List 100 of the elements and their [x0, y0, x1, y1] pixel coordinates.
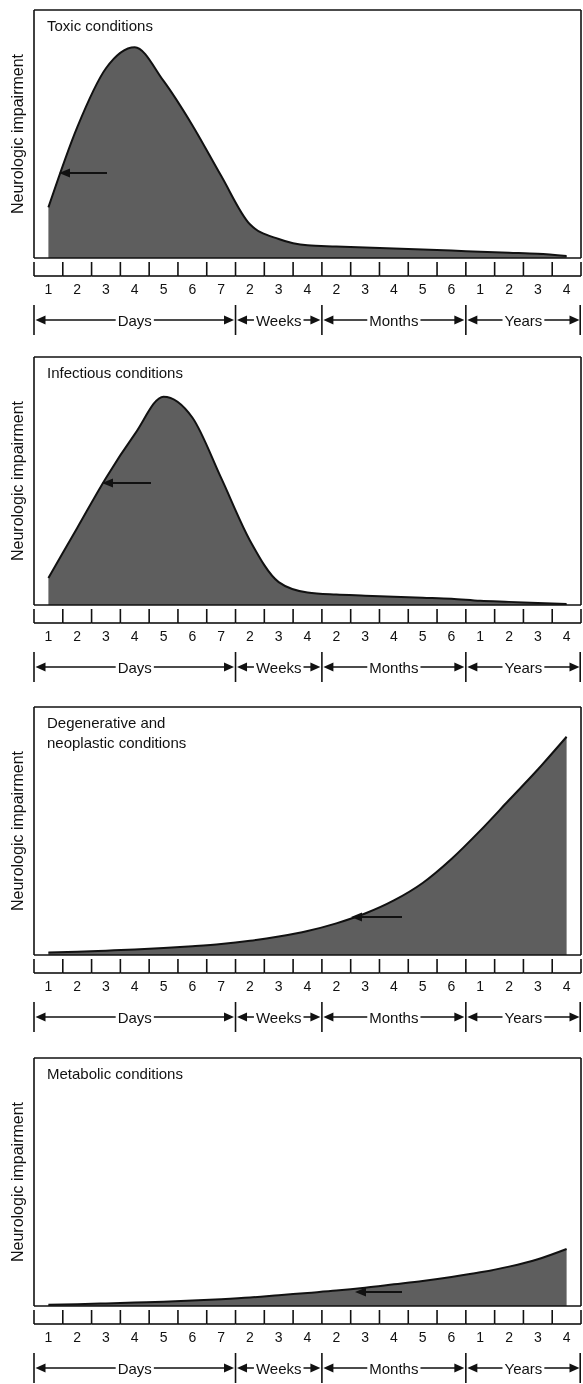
x-tick-label: 4: [130, 978, 139, 994]
text: Days: [117, 1359, 152, 1377]
x-tick-label: 1: [476, 978, 485, 994]
x-tick-label: 2: [73, 1329, 82, 1345]
x-tick-label: 2: [505, 281, 514, 297]
x-tick-label: 4: [130, 628, 139, 644]
x-tick-label: 6: [188, 978, 197, 994]
x-tick-label: 4: [389, 1329, 398, 1345]
x-tick-label: 5: [418, 978, 427, 994]
x-tick-label: 1: [44, 978, 53, 994]
chart-title: Degenerative and neoplastic conditions: [47, 713, 188, 753]
x-tick-label: 1: [44, 628, 53, 644]
x-tick-label: 2: [246, 281, 255, 297]
x-tick-label: 3: [102, 628, 111, 644]
x-tick-label: 3: [361, 1329, 370, 1345]
x-tick-label: 6: [447, 978, 456, 994]
text: Days: [117, 1008, 152, 1026]
x-tick-label: 5: [159, 1329, 168, 1345]
x-tick-label: 6: [447, 1329, 456, 1345]
chart-title: Metabolic conditions: [47, 1064, 183, 1084]
x-tick-label: 2: [73, 628, 82, 644]
text: Years: [504, 1008, 543, 1026]
x-tick-label: 5: [418, 281, 427, 297]
x-tick-label: 2: [332, 1329, 341, 1345]
text: Weeks: [255, 1359, 302, 1377]
text: Months: [369, 1008, 419, 1026]
x-tick-label: 7: [217, 628, 226, 644]
x-tick-label: 6: [188, 628, 197, 644]
x-tick-label: 3: [102, 281, 111, 297]
x-tick-label: 4: [130, 281, 139, 297]
text: Days: [117, 311, 152, 329]
x-tick-label: 3: [361, 628, 370, 644]
x-tick-label: 4: [562, 1329, 571, 1345]
x-tick-label: 2: [332, 281, 341, 297]
x-tick-label: 4: [562, 978, 571, 994]
x-tick-label: 4: [389, 978, 398, 994]
x-tick-label: 3: [274, 978, 283, 994]
x-tick-label: 7: [217, 978, 226, 994]
text: Months: [369, 1359, 419, 1377]
x-tick-label: 6: [447, 628, 456, 644]
x-tick-label: 4: [130, 1329, 139, 1345]
x-tick-label: 4: [562, 628, 571, 644]
x-tick-label: 3: [533, 1329, 542, 1345]
x-tick-label: 6: [447, 281, 456, 297]
x-tick-label: 4: [562, 281, 571, 297]
x-tick-label: 2: [332, 978, 341, 994]
x-tick-label: 2: [332, 628, 341, 644]
x-tick-label: 2: [505, 628, 514, 644]
x-tick-label: 1: [44, 1329, 53, 1345]
x-tick-label: 3: [274, 628, 283, 644]
x-tick-label: 5: [159, 628, 168, 644]
y-axis-title: Neurologic impairment: [8, 400, 26, 562]
x-tick-label: 4: [303, 978, 312, 994]
x-tick-label: 1: [476, 1329, 485, 1345]
text: Years: [504, 1359, 543, 1377]
x-tick-label: 4: [303, 281, 312, 297]
y-axis-title: Neurologic impairment: [8, 1101, 26, 1263]
x-tick-label: 3: [102, 978, 111, 994]
text: Years: [504, 311, 543, 329]
text: Months: [369, 311, 419, 329]
x-tick-label: 3: [274, 281, 283, 297]
x-tick-label: 7: [217, 1329, 226, 1345]
text: Weeks: [255, 1008, 302, 1026]
y-axis-title: Neurologic impairment: [8, 53, 26, 215]
x-tick-label: 1: [476, 628, 485, 644]
y-axis-title: Neurologic impairment: [8, 750, 26, 912]
x-tick-label: 2: [73, 281, 82, 297]
x-tick-label: 3: [274, 1329, 283, 1345]
x-tick-label: 5: [418, 1329, 427, 1345]
x-tick-label: 3: [361, 281, 370, 297]
x-tick-label: 6: [188, 281, 197, 297]
x-tick-label: 3: [533, 281, 542, 297]
text: Days: [117, 658, 152, 676]
x-tick-label: 3: [533, 978, 542, 994]
x-tick-label: 4: [389, 628, 398, 644]
x-tick-label: 2: [246, 1329, 255, 1345]
x-tick-label: 2: [246, 628, 255, 644]
x-tick-label: 3: [102, 1329, 111, 1345]
x-tick-label: 3: [533, 628, 542, 644]
x-tick-label: 7: [217, 281, 226, 297]
x-tick-label: 4: [303, 628, 312, 644]
x-tick-label: 6: [188, 1329, 197, 1345]
x-tick-label: 5: [418, 628, 427, 644]
x-tick-label: 1: [44, 281, 53, 297]
x-tick-label: 3: [361, 978, 370, 994]
x-tick-label: 2: [505, 978, 514, 994]
text: Weeks: [255, 311, 302, 329]
text: Months: [369, 658, 419, 676]
x-tick-label: 4: [303, 1329, 312, 1345]
x-tick-label: 4: [389, 281, 398, 297]
chart-title: Infectious conditions: [47, 363, 183, 383]
text: Weeks: [255, 658, 302, 676]
x-tick-label: 5: [159, 281, 168, 297]
x-tick-label: 2: [246, 978, 255, 994]
x-tick-label: 2: [505, 1329, 514, 1345]
x-tick-label: 5: [159, 978, 168, 994]
x-tick-label: 2: [73, 978, 82, 994]
chart-title: Toxic conditions: [47, 16, 153, 36]
text: Years: [504, 658, 543, 676]
x-tick-label: 1: [476, 281, 485, 297]
